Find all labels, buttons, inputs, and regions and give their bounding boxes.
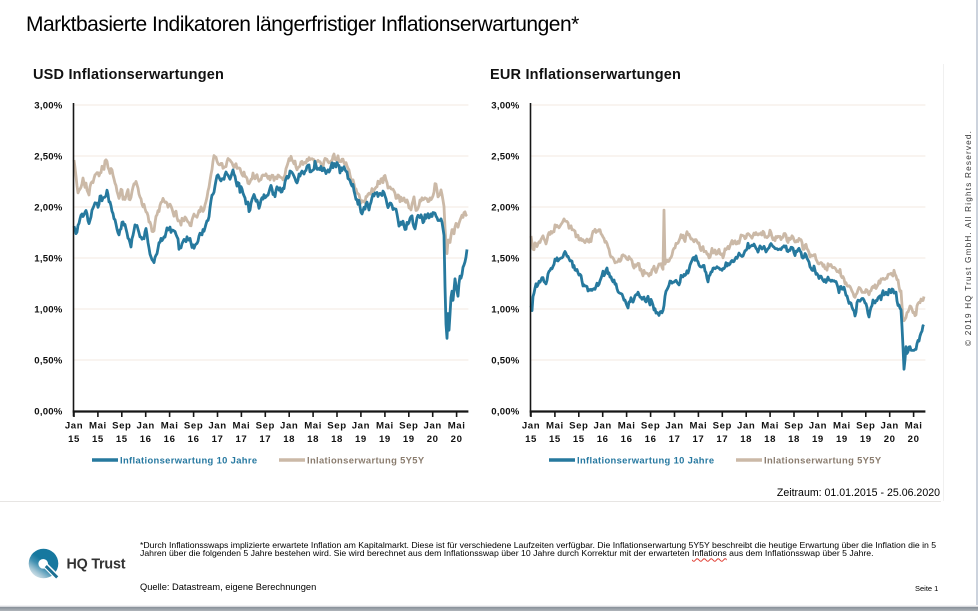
svg-text:19: 19 xyxy=(355,434,367,445)
svg-text:Jan: Jan xyxy=(424,421,442,432)
svg-text:18: 18 xyxy=(331,434,343,445)
svg-text:17: 17 xyxy=(212,434,224,445)
svg-text:Sep: Sep xyxy=(112,421,131,432)
svg-text:Jan: Jan xyxy=(208,421,226,432)
svg-text:15: 15 xyxy=(92,434,104,445)
svg-text:Jan: Jan xyxy=(881,421,899,432)
svg-text:Jan: Jan xyxy=(65,421,83,432)
svg-text:Jan: Jan xyxy=(665,421,683,432)
svg-text:2,00%: 2,00% xyxy=(34,202,62,213)
svg-text:Sep: Sep xyxy=(399,421,418,432)
svg-text:Sep: Sep xyxy=(641,421,660,432)
svg-text:Sep: Sep xyxy=(327,421,346,432)
svg-text:15: 15 xyxy=(68,434,80,445)
svg-text:19: 19 xyxy=(403,434,415,445)
svg-text:16: 16 xyxy=(645,434,657,445)
svg-text:18: 18 xyxy=(788,434,800,445)
svg-text:20: 20 xyxy=(427,434,439,445)
svg-text:Sep: Sep xyxy=(784,421,803,432)
svg-text:Jan: Jan xyxy=(352,421,370,432)
svg-text:Sep: Sep xyxy=(184,421,203,432)
svg-text:Jan: Jan xyxy=(594,421,612,432)
svg-text:Mai: Mai xyxy=(761,421,779,432)
svg-text:16: 16 xyxy=(164,434,176,445)
svg-text:19: 19 xyxy=(860,434,872,445)
svg-text:17: 17 xyxy=(716,434,728,445)
svg-text:1,00%: 1,00% xyxy=(34,304,62,315)
svg-text:Jan: Jan xyxy=(280,421,298,432)
svg-text:20: 20 xyxy=(884,434,896,445)
svg-text:17: 17 xyxy=(235,434,247,445)
svg-text:Inlationserwartung 5Y5Y: Inlationserwartung 5Y5Y xyxy=(764,454,882,465)
svg-text:Sep: Sep xyxy=(256,421,275,432)
svg-text:20: 20 xyxy=(908,434,920,445)
svg-text:3,00%: 3,00% xyxy=(34,100,62,111)
svg-text:3,00%: 3,00% xyxy=(491,100,519,111)
svg-text:19: 19 xyxy=(812,434,824,445)
svg-text:0,50%: 0,50% xyxy=(34,355,62,366)
svg-text:Mai: Mai xyxy=(161,421,179,432)
svg-text:15: 15 xyxy=(525,434,537,445)
svg-text:16: 16 xyxy=(140,434,152,445)
svg-text:1,00%: 1,00% xyxy=(491,304,519,315)
svg-text:Inflationserwartung 10 Jahre: Inflationserwartung 10 Jahre xyxy=(120,454,257,465)
svg-text:19: 19 xyxy=(379,434,391,445)
svg-text:HQ Trust: HQ Trust xyxy=(67,557,126,573)
svg-text:Jan: Jan xyxy=(737,421,755,432)
svg-text:16: 16 xyxy=(188,434,200,445)
svg-text:Inlationserwartung 5Y5Y: Inlationserwartung 5Y5Y xyxy=(307,454,425,465)
svg-text:15: 15 xyxy=(116,434,128,445)
svg-text:0,00%: 0,00% xyxy=(491,406,519,417)
svg-text:2,50%: 2,50% xyxy=(34,151,62,162)
svg-text:Mai: Mai xyxy=(546,421,564,432)
svg-text:1,50%: 1,50% xyxy=(491,253,519,264)
svg-text:Sep: Sep xyxy=(569,421,588,432)
svg-text:17: 17 xyxy=(259,434,271,445)
svg-text:2,50%: 2,50% xyxy=(491,151,519,162)
svg-text:1,50%: 1,50% xyxy=(34,253,62,264)
svg-text:Sep: Sep xyxy=(856,421,875,432)
svg-text:Jan: Jan xyxy=(522,421,540,432)
svg-text:18: 18 xyxy=(740,434,752,445)
svg-text:Mai: Mai xyxy=(89,421,107,432)
svg-text:Mai: Mai xyxy=(304,421,322,432)
svg-text:19: 19 xyxy=(836,434,848,445)
svg-text:15: 15 xyxy=(549,434,561,445)
svg-text:Mai: Mai xyxy=(833,421,851,432)
svg-text:Jan: Jan xyxy=(137,421,155,432)
svg-text:15: 15 xyxy=(573,434,585,445)
svg-text:18: 18 xyxy=(283,434,295,445)
svg-text:16: 16 xyxy=(597,434,609,445)
svg-text:Jan: Jan xyxy=(809,421,827,432)
svg-text:Mai: Mai xyxy=(618,421,636,432)
svg-text:18: 18 xyxy=(764,434,776,445)
svg-text:20: 20 xyxy=(451,434,463,445)
svg-text:18: 18 xyxy=(307,434,319,445)
svg-text:Inflationserwartung 10 Jahre: Inflationserwartung 10 Jahre xyxy=(577,454,714,465)
svg-text:Mai: Mai xyxy=(690,421,708,432)
svg-text:Mai: Mai xyxy=(376,421,394,432)
svg-text:Mai: Mai xyxy=(233,421,251,432)
svg-text:Mai: Mai xyxy=(448,421,466,432)
svg-text:17: 17 xyxy=(669,434,681,445)
svg-text:17: 17 xyxy=(692,434,704,445)
svg-text:0,00%: 0,00% xyxy=(34,406,62,417)
svg-text:2,00%: 2,00% xyxy=(491,202,519,213)
svg-text:0,50%: 0,50% xyxy=(491,355,519,366)
svg-text:Sep: Sep xyxy=(713,421,732,432)
svg-text:Mai: Mai xyxy=(905,421,923,432)
svg-text:16: 16 xyxy=(621,434,633,445)
